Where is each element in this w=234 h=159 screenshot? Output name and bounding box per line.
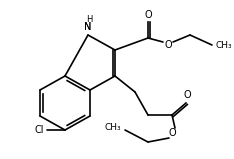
Text: N: N [84,22,92,32]
Text: H: H [86,15,92,24]
Text: Cl: Cl [34,125,44,135]
Text: CH₃: CH₃ [104,124,121,132]
Text: O: O [144,10,152,20]
Text: O: O [164,40,172,50]
Text: N: N [84,22,92,32]
Text: O: O [183,90,191,100]
Text: O: O [168,128,176,138]
Text: CH₃: CH₃ [216,41,233,51]
